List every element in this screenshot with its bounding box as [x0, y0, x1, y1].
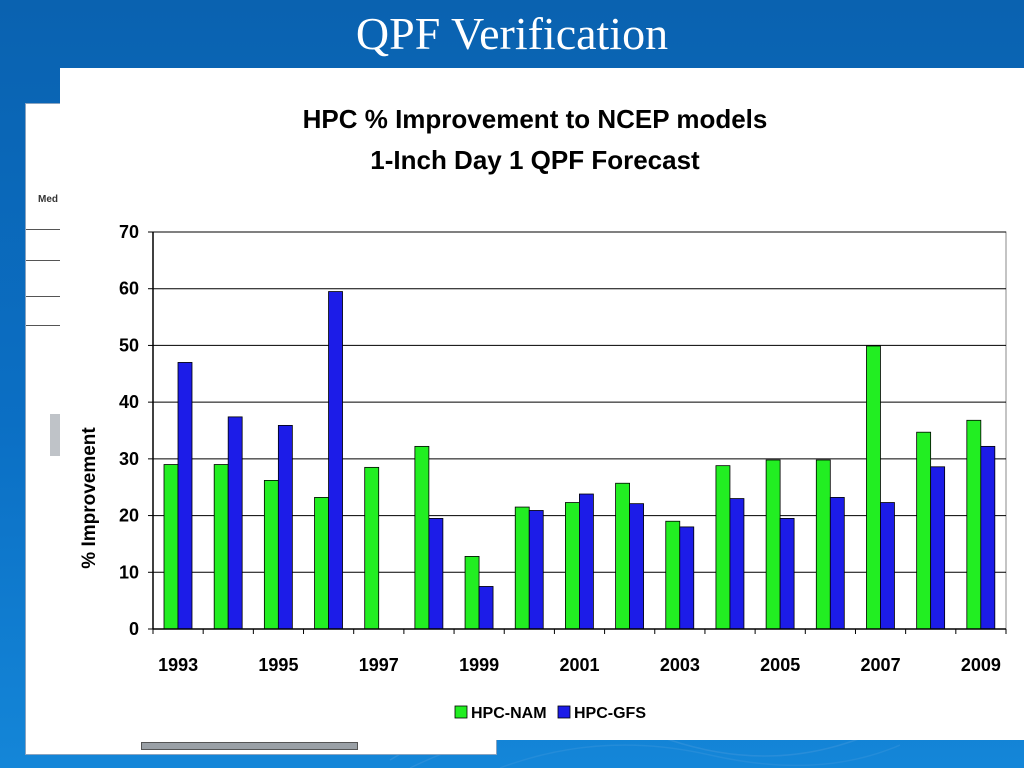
- y-tick-label: 0: [129, 619, 139, 639]
- y-tick-label: 30: [119, 449, 139, 469]
- legend-swatch-hpc-gfs: [557, 705, 571, 719]
- bar-hpc-nam-2003: [665, 520, 681, 630]
- background-text-fragment: Med: [38, 194, 58, 205]
- bar-hpc-nam-2009: [966, 419, 982, 630]
- slide-title: QPF Verification: [355, 8, 669, 59]
- bar-hpc-nam-2004: [715, 465, 731, 630]
- x-tick-label: 2009: [961, 655, 1001, 675]
- bar-hpc-gfs-2001: [579, 493, 594, 630]
- chart-title: HPC % Improvement to NCEP models: [303, 104, 768, 134]
- background-rule: [26, 260, 66, 261]
- x-tick-label: 2007: [861, 655, 901, 675]
- bar-hpc-nam-1994: [213, 464, 229, 630]
- legend-swatch-hpc-nam: [454, 705, 468, 719]
- bar-hpc-gfs-2002: [629, 503, 644, 630]
- y-tick-label: 40: [119, 392, 139, 412]
- bar-hpc-gfs-2004: [729, 498, 745, 630]
- legend-label-hpc-gfs: HPC-GFS: [574, 705, 646, 722]
- bar-hpc-gfs-1996: [328, 291, 343, 630]
- x-tick-label: 1997: [359, 655, 399, 675]
- bar-hpc-nam-1999: [464, 556, 480, 630]
- y-tick-label: 70: [119, 222, 139, 242]
- bar-hpc-gfs-2007: [880, 502, 895, 630]
- bar-hpc-nam-2000: [514, 506, 530, 630]
- x-tick-label: 2001: [559, 655, 599, 675]
- bar-chart: HPC % Improvement to NCEP models 1-Inch …: [79, 104, 1007, 722]
- x-tick-label: 1995: [258, 655, 298, 675]
- bar-hpc-nam-1993: [163, 464, 179, 630]
- x-tick-label: 2003: [660, 655, 700, 675]
- bar-hpc-gfs-1993: [177, 362, 193, 630]
- bar-hpc-gfs-2000: [528, 510, 544, 630]
- bar-hpc-gfs-1999: [478, 586, 494, 630]
- background-rule: [26, 325, 66, 326]
- bar-hpc-nam-2005: [765, 459, 781, 630]
- y-tick-label: 60: [119, 279, 139, 299]
- bar-hpc-gfs-2009: [980, 445, 996, 630]
- background-rule: [26, 229, 66, 230]
- bar-hpc-nam-1996: [314, 497, 329, 630]
- bar-hpc-nam-2001: [565, 502, 580, 630]
- bar-hpc-gfs-1994: [227, 416, 243, 630]
- y-tick-label: 10: [119, 562, 139, 582]
- bar-hpc-gfs-1998: [428, 518, 444, 630]
- bar-hpc-nam-1995: [263, 480, 279, 630]
- bar-hpc-nam-1997: [364, 466, 380, 630]
- bar-hpc-gfs-2008: [930, 466, 946, 630]
- y-axis-label: % Improvement: [79, 427, 100, 569]
- background-widget: [50, 414, 60, 456]
- bar-hpc-nam-2006: [815, 459, 831, 630]
- y-tick-label: 50: [119, 335, 139, 355]
- bar-hpc-nam-2002: [615, 482, 630, 630]
- x-tick-label: 1993: [158, 655, 198, 675]
- bar-hpc-nam-2008: [916, 431, 932, 630]
- bar-hpc-gfs-2005: [779, 518, 795, 630]
- bar-hpc-nam-1998: [414, 445, 430, 630]
- background-rule: [26, 296, 66, 297]
- x-tick-label: 1999: [459, 655, 499, 675]
- x-tick-label: 2005: [760, 655, 800, 675]
- legend-label-hpc-nam: HPC-NAM: [471, 705, 547, 722]
- bar-hpc-nam-2007: [866, 345, 881, 630]
- background-bar: [141, 742, 358, 750]
- bar-hpc-gfs-1995: [277, 424, 293, 630]
- chart-subtitle: 1-Inch Day 1 QPF Forecast: [370, 145, 700, 175]
- bar-hpc-gfs-2003: [679, 526, 695, 630]
- y-tick-label: 20: [119, 506, 139, 526]
- chart-card: HPC % Improvement to NCEP models 1-Inch …: [60, 68, 1024, 740]
- bar-hpc-gfs-2006: [829, 497, 845, 630]
